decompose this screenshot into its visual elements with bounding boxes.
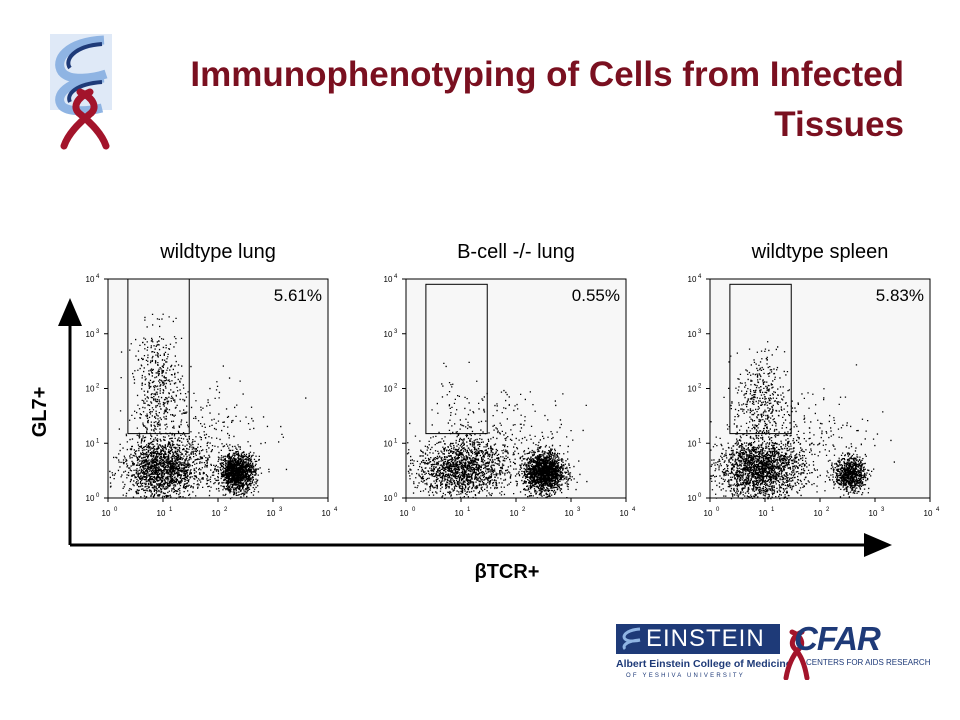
- y-tick-exponent: 1: [96, 438, 100, 444]
- y-tick-exponent: 3: [394, 329, 398, 335]
- gate-percent: 0.55%: [572, 286, 620, 305]
- y-tick-label: 10: [86, 494, 95, 503]
- x-tick-exponent: 4: [936, 507, 940, 513]
- x-tick-label: 10: [704, 509, 713, 518]
- event-dots: [710, 341, 895, 500]
- plot-frame: [405, 278, 627, 499]
- x-tick-exponent: 3: [577, 507, 581, 513]
- x-tick-exponent: 2: [522, 507, 526, 513]
- y-tick-label: 10: [688, 439, 697, 448]
- red-ribbon-icon: [783, 629, 810, 680]
- x-tick-exponent: 1: [771, 507, 775, 513]
- x-tick-label: 10: [510, 509, 519, 518]
- x-tick-label: 10: [400, 509, 409, 518]
- x-tick-exponent: 0: [412, 507, 416, 513]
- event-scatter: [406, 361, 588, 500]
- x-tick-exponent: 3: [881, 507, 885, 513]
- einstein-banner: EINSTEIN: [616, 624, 780, 654]
- y-tick-exponent: 4: [698, 274, 702, 280]
- y-tick-exponent: 2: [96, 384, 100, 390]
- x-tick-label: 10: [322, 509, 331, 518]
- event-dots: [406, 361, 588, 500]
- x-tick-exponent: 1: [169, 507, 173, 513]
- gate-percent: 5.61%: [274, 286, 322, 305]
- event-scatter: [710, 341, 895, 500]
- y-tick-label: 10: [86, 330, 95, 339]
- y-tick-label: 10: [688, 330, 697, 339]
- einstein-helix-icon: [622, 627, 641, 651]
- x-axis-label: βTCR+: [475, 561, 540, 583]
- y-tick-exponent: 2: [698, 384, 702, 390]
- x-tick-label: 10: [102, 509, 111, 518]
- gl7-gate: [729, 283, 792, 435]
- panel-title: wildtype lung: [159, 241, 276, 263]
- y-tick-exponent: 3: [698, 329, 702, 335]
- x-tick-label: 10: [924, 509, 933, 518]
- y-tick-exponent: 1: [698, 438, 702, 444]
- einstein-wordmark: EINSTEIN: [646, 625, 765, 652]
- x-tick-label: 10: [759, 509, 768, 518]
- x-tick-exponent: 0: [716, 507, 720, 513]
- x-tick-label: 10: [267, 509, 276, 518]
- y-tick-label: 10: [688, 494, 697, 503]
- y-tick-exponent: 4: [394, 274, 398, 280]
- gl7-gate: [425, 283, 488, 435]
- event-dots: [109, 313, 307, 500]
- panel-title: wildtype spleen: [751, 241, 889, 263]
- x-tick-label: 10: [814, 509, 823, 518]
- x-tick-exponent: 1: [467, 507, 471, 513]
- y-tick-exponent: 1: [394, 438, 398, 444]
- x-tick-exponent: 4: [632, 507, 636, 513]
- x-tick-exponent: 0: [114, 507, 118, 513]
- x-tick-label: 10: [869, 509, 878, 518]
- gl7-axis-arrow: [58, 298, 82, 545]
- x-tick-exponent: 2: [826, 507, 830, 513]
- y-axis-label: GL7+: [29, 387, 51, 438]
- plot-frame: [709, 278, 931, 499]
- cfar-wordmark: CFAR: [794, 620, 881, 657]
- gl7-gate: [127, 278, 190, 435]
- x-tick-label: 10: [212, 509, 221, 518]
- y-tick-exponent: 3: [96, 329, 100, 335]
- slide-title-line-2: Tissues: [774, 105, 904, 144]
- y-tick-label: 10: [86, 275, 95, 284]
- y-tick-exponent: 0: [394, 493, 398, 499]
- x-tick-label: 10: [620, 509, 629, 518]
- x-tick-exponent: 3: [279, 507, 283, 513]
- y-tick-label: 10: [384, 275, 393, 284]
- footer-logo-einstein-cfar: EINSTEIN Albert Einstein College of Medi…: [616, 620, 930, 684]
- slide-title-line-1: Immunophenotyping of Cells from Infected: [190, 55, 904, 94]
- y-tick-label: 10: [86, 439, 95, 448]
- y-tick-exponent: 0: [96, 493, 100, 499]
- x-tick-label: 10: [455, 509, 464, 518]
- y-tick-exponent: 2: [394, 384, 398, 390]
- event-scatter: [109, 313, 307, 500]
- y-tick-label: 10: [384, 330, 393, 339]
- cfar-helix-ribbon-logo: [48, 32, 114, 150]
- college-name: Albert Einstein College of Medicine: [616, 658, 792, 670]
- panel-title: B-cell -/- lung: [457, 241, 575, 263]
- y-tick-label: 10: [384, 439, 393, 448]
- x-tick-exponent: 2: [224, 507, 228, 513]
- tcr-axis-arrow: [70, 533, 892, 557]
- slide-title: Immunophenotyping of Cells from Infected…: [120, 50, 904, 150]
- gate-percent: 5.83%: [876, 286, 924, 305]
- y-tick-label: 10: [86, 385, 95, 394]
- x-tick-label: 10: [565, 509, 574, 518]
- y-tick-exponent: 4: [96, 274, 100, 280]
- x-tick-label: 10: [157, 509, 166, 518]
- cfar-full-name: CENTERS FOR AIDS RESEARCH: [806, 658, 931, 667]
- university-name: OF YESHIVA UNIVERSITY: [626, 673, 745, 679]
- y-tick-label: 10: [384, 494, 393, 503]
- y-tick-exponent: 0: [698, 493, 702, 499]
- y-tick-label: 10: [688, 275, 697, 284]
- y-tick-label: 10: [384, 385, 393, 394]
- x-tick-exponent: 4: [334, 507, 338, 513]
- y-tick-label: 10: [688, 385, 697, 394]
